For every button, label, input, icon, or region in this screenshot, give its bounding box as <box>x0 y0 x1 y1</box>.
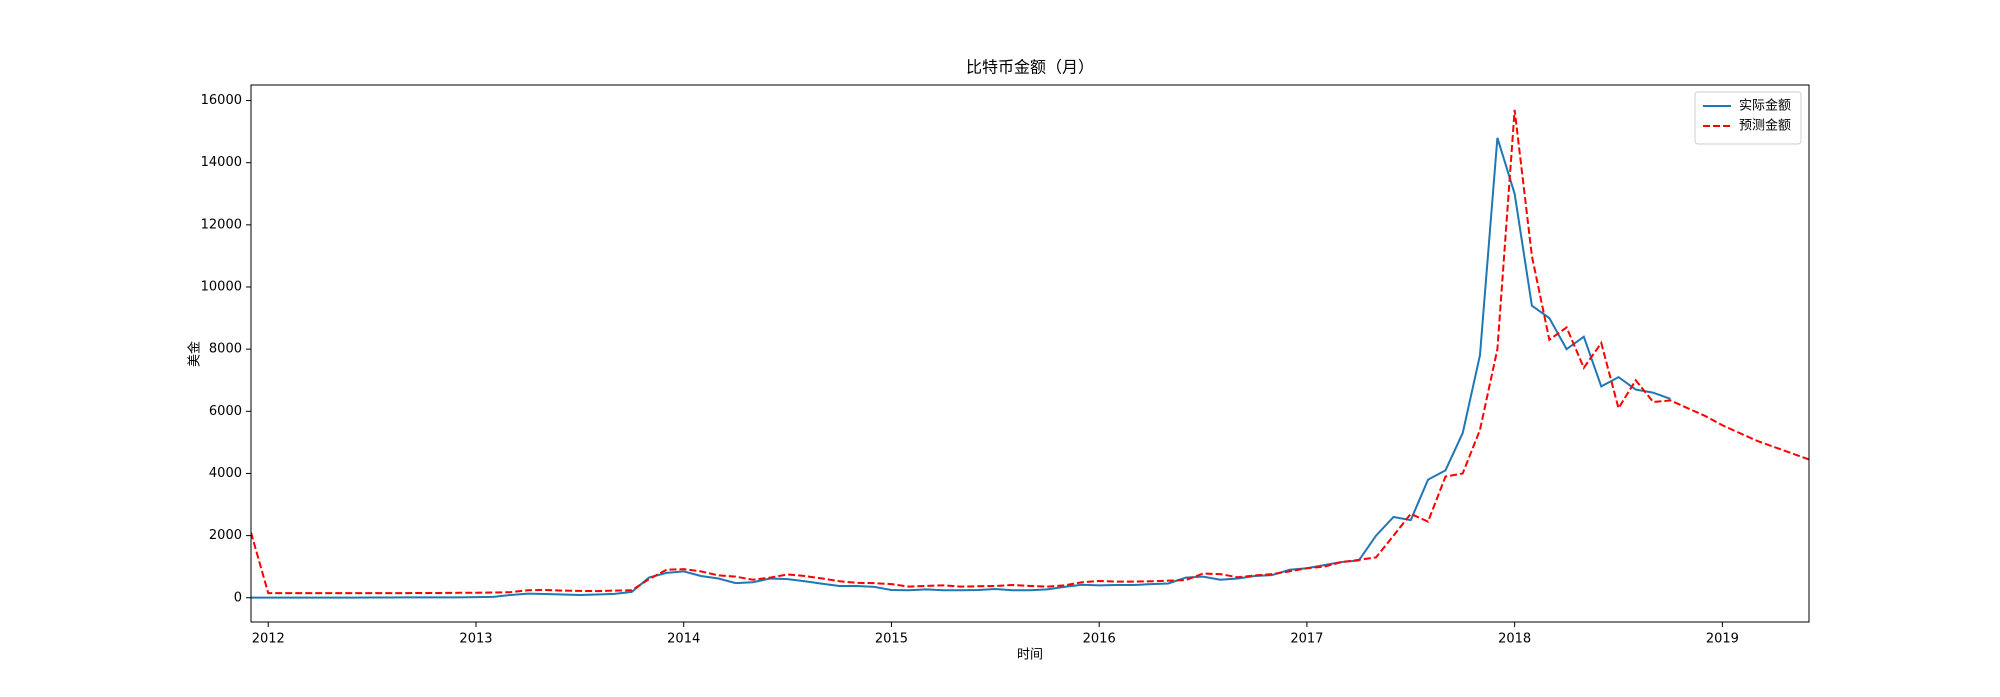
x-tick-label: 2014 <box>667 632 700 647</box>
line <box>251 109 1809 595</box>
y-tick-label: 8000 <box>209 342 242 357</box>
x-tick-label: 2015 <box>875 632 908 647</box>
y-axis-label: 美金 <box>187 341 203 367</box>
line <box>251 137 1671 599</box>
x-tick-label: 2017 <box>1290 632 1323 647</box>
y-tick-label: 16000 <box>201 93 242 108</box>
y-tick-label: 12000 <box>201 217 242 232</box>
legend-label: 实际金额 <box>1739 98 1791 114</box>
y-tick-label: 0 <box>234 590 242 605</box>
y-tick-label: 10000 <box>201 279 242 294</box>
x-tick-label: 2013 <box>459 632 492 647</box>
x-tick-label: 2019 <box>1706 632 1739 647</box>
x-tick-label: 2016 <box>1083 632 1116 647</box>
legend-label: 预测金额 <box>1739 118 1791 134</box>
x-tick-label: 2012 <box>252 632 285 647</box>
x-tick-label: 2018 <box>1498 632 1531 647</box>
y-tick-label: 14000 <box>201 155 242 170</box>
chart-title: 比特币金额（月） <box>966 58 1094 77</box>
plot-frame <box>250 84 1810 623</box>
y-tick-label: 4000 <box>209 466 242 481</box>
y-tick-label: 2000 <box>209 528 242 543</box>
x-axis-label: 时间 <box>1017 648 1043 663</box>
y-tick-label: 6000 <box>209 404 242 419</box>
